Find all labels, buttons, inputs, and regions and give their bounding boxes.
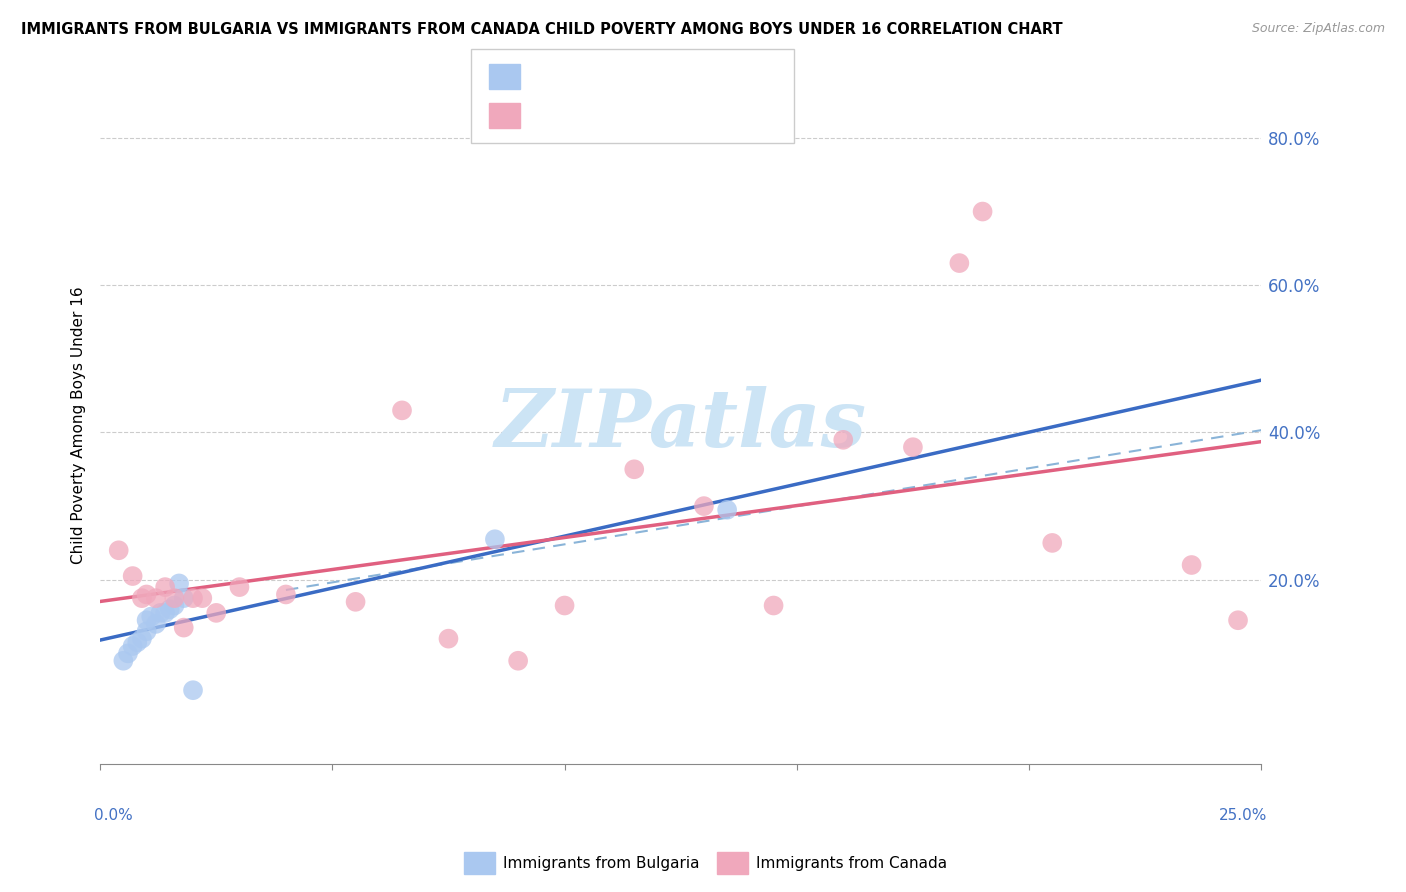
- Text: ZIPatlas: ZIPatlas: [495, 386, 866, 464]
- Point: [1181, 558, 1204, 572]
- Point: [131, 591, 153, 606]
- Point: [508, 654, 530, 668]
- Text: IMMIGRANTS FROM BULGARIA VS IMMIGRANTS FROM CANADA CHILD POVERTY AMONG BOYS UNDE: IMMIGRANTS FROM BULGARIA VS IMMIGRANTS F…: [21, 22, 1063, 37]
- Point: [484, 533, 506, 547]
- Text: 25.0%: 25.0%: [1219, 808, 1267, 823]
- Point: [117, 646, 139, 660]
- Point: [149, 606, 172, 620]
- Point: [716, 503, 738, 517]
- Point: [274, 587, 297, 601]
- Point: [145, 591, 167, 606]
- Point: [1040, 536, 1063, 550]
- Point: [153, 606, 176, 620]
- Point: [762, 599, 785, 613]
- Point: [228, 580, 250, 594]
- Point: [167, 576, 190, 591]
- Point: [948, 256, 970, 270]
- Point: [135, 587, 157, 601]
- Point: [181, 591, 204, 606]
- Point: [173, 621, 195, 635]
- Point: [121, 569, 143, 583]
- Point: [121, 639, 143, 653]
- Text: Immigrants from Bulgaria: Immigrants from Bulgaria: [503, 856, 700, 871]
- Point: [344, 595, 367, 609]
- Point: [107, 543, 129, 558]
- Point: [173, 591, 195, 606]
- Point: [159, 602, 181, 616]
- Point: [135, 613, 157, 627]
- Point: [153, 580, 176, 594]
- Y-axis label: Child Poverty Among Boys Under 16: Child Poverty Among Boys Under 16: [72, 286, 86, 564]
- Text: 0.0%: 0.0%: [94, 808, 134, 823]
- Point: [554, 599, 576, 613]
- Point: [693, 499, 716, 513]
- Point: [1227, 613, 1250, 627]
- Point: [437, 632, 460, 646]
- Text: Immigrants from Canada: Immigrants from Canada: [756, 856, 948, 871]
- Point: [391, 403, 413, 417]
- Point: [901, 440, 924, 454]
- Text: R =   0.151   N = 28: R = 0.151 N = 28: [527, 106, 695, 124]
- Point: [205, 606, 228, 620]
- Point: [623, 462, 645, 476]
- Point: [145, 616, 167, 631]
- Point: [112, 654, 135, 668]
- Point: [141, 609, 163, 624]
- Text: Source: ZipAtlas.com: Source: ZipAtlas.com: [1251, 22, 1385, 36]
- Text: R =  0.438   N = 18: R = 0.438 N = 18: [527, 68, 689, 86]
- Point: [181, 683, 204, 698]
- Point: [127, 635, 149, 649]
- Point: [191, 591, 214, 606]
- Point: [163, 599, 186, 613]
- Point: [832, 433, 855, 447]
- Point: [972, 204, 994, 219]
- Point: [135, 624, 157, 639]
- Point: [131, 632, 153, 646]
- Point: [163, 591, 186, 606]
